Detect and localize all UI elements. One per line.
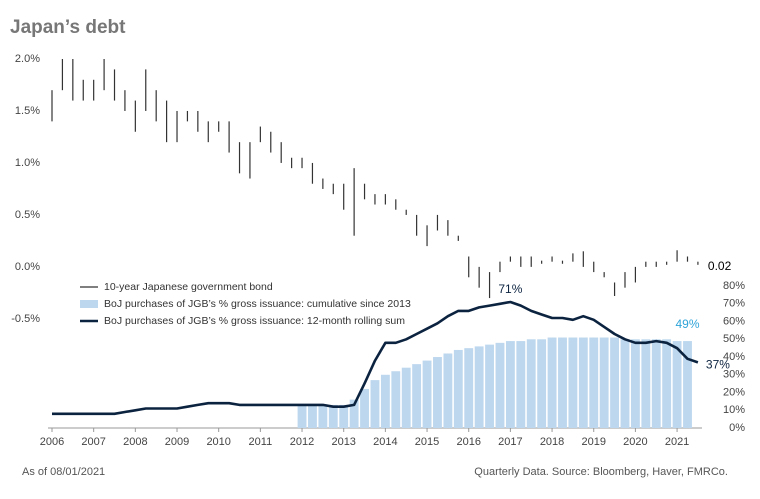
x-tick-label: 2015 — [415, 436, 439, 448]
bar — [391, 371, 401, 428]
y2-tick-label: 70% — [723, 298, 745, 310]
legend-swatch — [80, 300, 98, 308]
x-tick-label: 2014 — [373, 436, 397, 448]
x-tick-label: 2016 — [456, 436, 480, 448]
data-label: 49% — [675, 317, 699, 331]
bar — [620, 339, 630, 428]
x-tick-label: 2018 — [540, 436, 564, 448]
bar — [537, 339, 547, 428]
y-tick-label: 2.0% — [15, 53, 40, 65]
bar — [339, 404, 349, 428]
bar — [464, 348, 474, 428]
legend-label: BoJ purchases of JGB’s % gross issuance:… — [104, 315, 405, 327]
bar — [308, 404, 317, 428]
y2-tick-label: 50% — [723, 333, 745, 345]
x-tick-label: 2010 — [206, 436, 230, 448]
bar — [412, 364, 422, 428]
bar — [318, 404, 328, 428]
bar — [349, 399, 359, 428]
y2-tick-label: 20% — [723, 386, 745, 398]
bar — [453, 349, 463, 428]
bar — [495, 342, 505, 428]
bar — [568, 337, 578, 428]
y2-tick-label: 60% — [723, 315, 745, 327]
legend-label: 10-year Japanese government bond — [104, 281, 273, 293]
bar — [578, 337, 588, 428]
bar — [433, 357, 442, 428]
x-tick-label: 2017 — [498, 436, 522, 448]
x-tick-label: 2021 — [665, 436, 689, 448]
y2-tick-label: 10% — [723, 404, 745, 416]
bar — [683, 341, 692, 428]
y-tick-label: 1.5% — [15, 105, 40, 117]
x-tick-label: 2008 — [123, 436, 147, 448]
source-note: Quarterly Data. Source: Bloomberg, Haver… — [474, 466, 728, 478]
bar — [485, 344, 494, 428]
bar — [589, 337, 599, 428]
y2-tick-label: 30% — [723, 369, 745, 381]
data-label: 37% — [706, 358, 730, 372]
bar — [360, 388, 369, 428]
bar — [297, 404, 307, 428]
bar — [599, 337, 609, 428]
x-tick-label: 2009 — [165, 436, 189, 448]
bar — [630, 339, 640, 428]
x-tick-label: 2011 — [249, 436, 273, 448]
data-label: 71% — [498, 282, 522, 296]
bar — [422, 360, 432, 428]
bar — [641, 339, 651, 428]
y-tick-label: 0.5% — [15, 209, 40, 221]
bar — [651, 339, 661, 428]
bar — [328, 404, 338, 428]
data-label: 0.02 — [708, 259, 732, 273]
bar — [558, 337, 567, 428]
bar — [672, 341, 682, 428]
bar — [474, 346, 484, 428]
chart-title: Japan’s debt — [10, 17, 126, 38]
bar — [401, 367, 411, 428]
y-tick-label: 1.0% — [15, 157, 40, 169]
x-tick-label: 2006 — [40, 436, 64, 448]
y-tick-label: -0.5% — [11, 313, 40, 325]
line — [52, 300, 699, 416]
x-tick-label: 2013 — [331, 436, 355, 448]
bar — [526, 339, 536, 428]
bar — [370, 380, 380, 428]
bar — [380, 374, 390, 428]
as-of-note: As of 08/01/2021 — [22, 466, 105, 478]
bar — [662, 339, 672, 428]
y-tick-label: 0.0% — [15, 261, 40, 273]
y2-tick-label: 0% — [729, 422, 745, 434]
y2-tick-label: 80% — [723, 280, 745, 292]
legend-label: BoJ purchases of JGB’s % gross issuance:… — [104, 298, 411, 310]
x-tick-label: 2012 — [290, 436, 314, 448]
x-tick-label: 2019 — [581, 436, 605, 448]
bar — [610, 337, 619, 428]
bar — [443, 353, 453, 428]
bar — [505, 341, 515, 428]
x-tick-label: 2020 — [623, 436, 647, 448]
y2-tick-label: 40% — [723, 351, 745, 363]
bar — [516, 341, 526, 428]
x-tick-label: 2007 — [81, 436, 105, 448]
bar — [547, 337, 557, 428]
